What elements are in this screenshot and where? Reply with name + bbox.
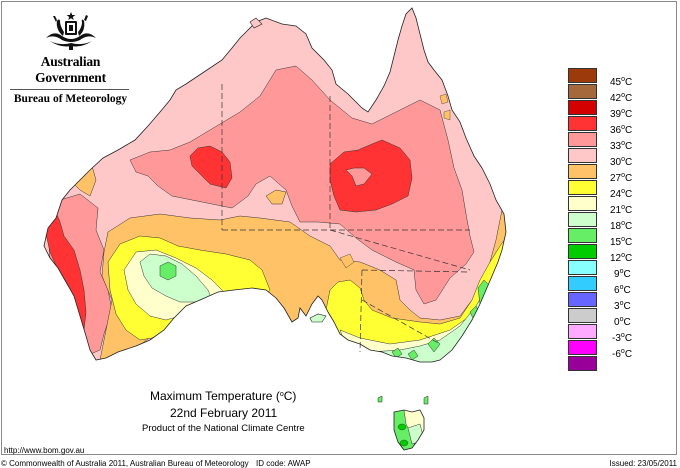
legend-label: -3oC bbox=[612, 332, 633, 344]
legend-label: 6oC bbox=[614, 284, 631, 296]
legend-label: 45oC bbox=[610, 76, 633, 88]
copyright-notice: © Commonwealth of Australia 2011, Austra… bbox=[1, 459, 249, 468]
issued-date: Issued: 23/05/2011 bbox=[609, 459, 677, 468]
legend-swatch bbox=[568, 164, 597, 179]
legend-label: 39oC bbox=[610, 108, 633, 120]
agency-name: Bureau of Meteorology bbox=[13, 93, 128, 105]
legend-swatch bbox=[568, 292, 597, 307]
logo-divider bbox=[10, 89, 129, 90]
legend-label: 12oC bbox=[610, 252, 633, 264]
legend-label: 33oC bbox=[610, 140, 633, 152]
legend-swatch bbox=[568, 196, 597, 211]
legend-swatch bbox=[568, 68, 597, 83]
legend-swatch bbox=[568, 100, 597, 115]
legend-swatch bbox=[568, 260, 597, 275]
legend-swatch bbox=[568, 308, 597, 323]
bom-logo: Australian Government Bureau of Meteorol… bbox=[8, 10, 133, 105]
legend-label: 24oC bbox=[610, 188, 633, 200]
legend-swatch bbox=[568, 84, 597, 99]
legend-label: 36oC bbox=[610, 124, 633, 136]
legend-label: 15oC bbox=[610, 236, 633, 248]
bom-url-link[interactable]: http://www.bom.gov.au bbox=[4, 446, 85, 455]
legend-swatch bbox=[568, 180, 597, 195]
legend-swatch bbox=[568, 148, 597, 163]
legend-label: 18oC bbox=[610, 220, 633, 232]
map-date: 22nd February 2011 bbox=[170, 406, 278, 420]
legend-swatch bbox=[568, 276, 597, 291]
legend-swatch bbox=[568, 132, 597, 147]
legend-label: 3oC bbox=[614, 300, 631, 312]
legend-label: -6oC bbox=[612, 348, 633, 360]
government-name: Australian Government bbox=[35, 54, 106, 85]
legend-swatch bbox=[568, 212, 597, 227]
legend-label: 42oC bbox=[610, 92, 633, 104]
legend-label: 9oC bbox=[614, 268, 631, 280]
coat-of-arms-icon bbox=[45, 12, 96, 50]
legend-label: 27oC bbox=[610, 172, 633, 184]
map-title: Maximum Temperature (oC) bbox=[150, 389, 297, 403]
legend-swatch bbox=[568, 116, 597, 131]
legend-label: 30oC bbox=[610, 156, 633, 168]
legend-swatch bbox=[568, 244, 597, 259]
id-code: ID code: AWAP bbox=[256, 459, 311, 468]
legend-label: 0oC bbox=[614, 316, 631, 328]
legend-swatch bbox=[568, 228, 597, 243]
legend-swatch bbox=[568, 340, 597, 355]
legend-swatch bbox=[568, 324, 597, 339]
legend-label: 21oC bbox=[610, 204, 633, 216]
product-credit: Product of the National Climate Centre bbox=[142, 423, 305, 434]
legend-swatch bbox=[568, 356, 597, 371]
